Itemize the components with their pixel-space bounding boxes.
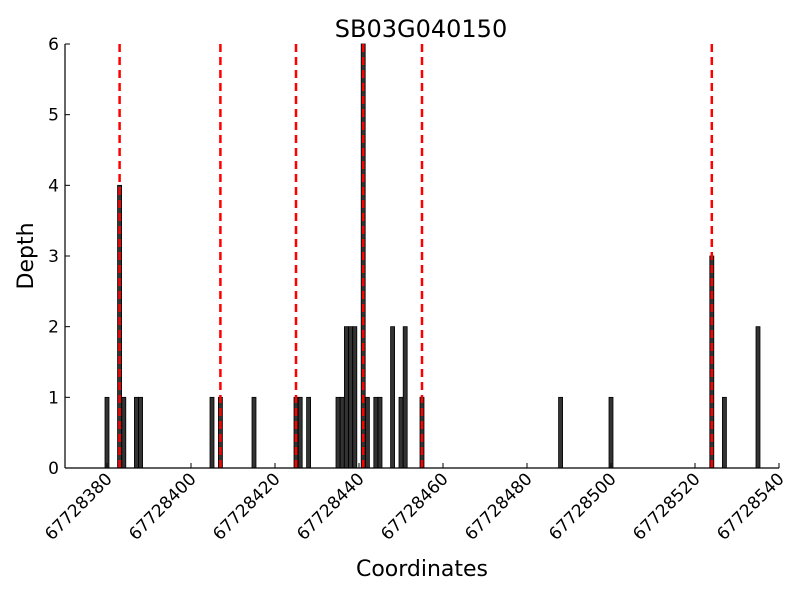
x-tick-label-4: 67728460 bbox=[377, 469, 452, 544]
y-tick-label-1: 1 bbox=[48, 388, 59, 408]
bar-3 bbox=[134, 396, 139, 469]
x-tick-label-6: 67728500 bbox=[545, 469, 620, 544]
x-tick-label-2: 67728420 bbox=[209, 469, 284, 544]
x-tick-label-5: 67728480 bbox=[461, 469, 536, 544]
y-tick-label-5: 5 bbox=[48, 106, 59, 126]
bar-28 bbox=[755, 326, 761, 469]
bar-23 bbox=[419, 396, 425, 469]
bar-12 bbox=[339, 396, 345, 469]
bar-9 bbox=[297, 396, 303, 469]
x-tick-label-8: 67728540 bbox=[713, 469, 788, 544]
y-tick-label-3: 3 bbox=[48, 247, 59, 267]
x-tick-label-0: 67728380 bbox=[41, 469, 116, 544]
bar-10 bbox=[306, 396, 311, 469]
bar-6 bbox=[218, 396, 223, 469]
bar-20 bbox=[390, 326, 395, 469]
bars-layer bbox=[104, 43, 761, 469]
bar-11 bbox=[335, 396, 341, 469]
bar-5 bbox=[209, 396, 215, 469]
y-tick-label-4: 4 bbox=[48, 176, 59, 196]
bar-8 bbox=[293, 396, 299, 469]
bar-0 bbox=[104, 396, 110, 469]
bar-21 bbox=[398, 396, 404, 469]
x-tick-label-3: 67728440 bbox=[293, 469, 368, 544]
bar-7 bbox=[251, 396, 257, 469]
x-tick-label-7: 67728520 bbox=[629, 469, 704, 544]
x-tick-label-1: 67728400 bbox=[125, 469, 200, 544]
bar-15 bbox=[352, 326, 358, 469]
bar-17 bbox=[364, 396, 370, 469]
bar-4 bbox=[138, 396, 143, 469]
bar-19 bbox=[377, 396, 383, 469]
bar-25 bbox=[608, 396, 614, 469]
marker-lines bbox=[118, 44, 714, 468]
bar-13 bbox=[343, 326, 349, 469]
bar-24 bbox=[558, 396, 563, 469]
x-axis-title: Coordinates bbox=[356, 557, 488, 582]
y-tick-label-6: 6 bbox=[48, 35, 59, 55]
bar-14 bbox=[348, 326, 353, 469]
bar-18 bbox=[373, 396, 379, 469]
y-tick-label-0: 0 bbox=[48, 459, 59, 479]
bar-22 bbox=[402, 326, 408, 469]
chart-title: SB03G040150 bbox=[335, 15, 507, 43]
bar-2 bbox=[121, 396, 127, 469]
y-axis-title: Depth bbox=[14, 222, 39, 289]
y-tick-label-2: 2 bbox=[48, 318, 59, 338]
bar-27 bbox=[722, 396, 727, 469]
